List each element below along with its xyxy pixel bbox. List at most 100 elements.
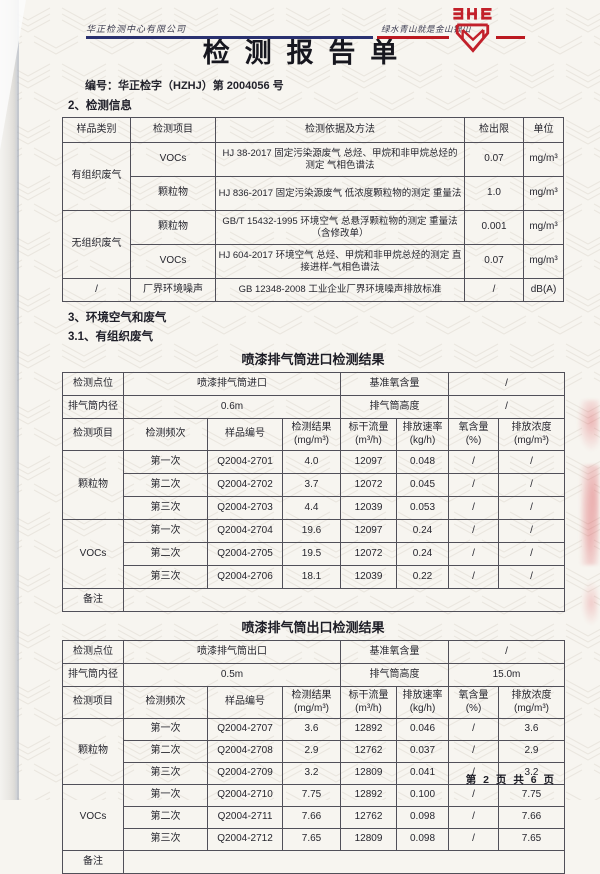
result-cell: 3.7 — [282, 473, 341, 497]
outlet-results-table: 检测点位 喷漆排气筒出口 基准氧含量 / 排气筒内径 0.5m 排气筒高度 15.0m 检测项目… — [62, 640, 565, 874]
header-rule-navy — [86, 36, 373, 39]
column-header: 标干流量 (m³/h) — [340, 686, 397, 719]
note-value — [123, 588, 565, 612]
scan-paper-edge — [0, 0, 17, 800]
result-cell: Q2004-2708 — [207, 740, 283, 763]
result-cell: 第一次 — [123, 450, 208, 474]
result-cell: / — [448, 740, 499, 763]
result-cell: Q2004-2711 — [207, 806, 283, 829]
result-cell: 第一次 — [123, 519, 208, 543]
result-cell: Q2004-2707 — [207, 718, 283, 741]
result-cell: 3.6 — [282, 718, 341, 741]
result-cell: / — [498, 542, 565, 566]
result-cell: 0.098 — [396, 806, 449, 829]
meta-label: 排气筒高度 — [340, 395, 449, 419]
result-cell: / — [448, 542, 499, 566]
column-header: 样品类别 — [62, 117, 131, 143]
result-cell: 0.037 — [396, 740, 449, 763]
result-cell: 4.4 — [282, 496, 341, 520]
meta-label: 检测点位 — [62, 640, 124, 664]
result-cell: / — [448, 450, 499, 474]
result-cell: Q2004-2703 — [207, 496, 283, 520]
column-header: 排放速率 (kg/h) — [396, 418, 449, 451]
result-cell: 第三次 — [123, 565, 208, 589]
meta-value: 喷漆排气筒出口 — [123, 640, 341, 664]
column-header: 氧含量 (%) — [448, 418, 499, 451]
column-header: 排放浓度 (mg/m³) — [498, 418, 565, 451]
result-cell: 12097 — [340, 519, 397, 543]
result-cell: 12072 — [340, 542, 397, 566]
report-page: 华正检测中心有限公司 绿水青山就是金山银山 检测报告单 编号：华正检字（HZHJ… — [62, 8, 565, 874]
result-cell: 7.75 — [498, 784, 565, 807]
result-cell: 0.045 — [396, 473, 449, 497]
result-cell: Q2004-2704 — [207, 519, 283, 543]
parameter-name: VOCs — [62, 519, 124, 589]
result-cell: 0.041 — [396, 762, 449, 785]
result-cell: 2.9 — [282, 740, 341, 763]
stamp-bleed-mark — [581, 580, 598, 626]
column-header: 检测依据及方法 — [215, 117, 465, 143]
page-number: 第 2 页 共 6 页 — [465, 774, 556, 786]
method-reference: HJ 38-2017 固定污染源废气 总烃、甲烷和非甲烷总烃的测定 气相色谱法 — [215, 142, 465, 177]
meta-label: 检测点位 — [62, 372, 124, 396]
result-cell: 0.100 — [396, 784, 449, 807]
meta-value: / — [448, 395, 565, 419]
result-cell: 0.053 — [396, 496, 449, 520]
result-cell: 3.2 — [282, 762, 341, 785]
parameter-name: 颗粒物 — [62, 718, 124, 785]
column-header: 排放浓度 (mg/m³) — [498, 686, 565, 719]
column-header: 检测项目 — [62, 686, 124, 719]
column-header: 样品编号 — [207, 686, 283, 719]
result-cell: / — [498, 450, 565, 474]
result-cell: / — [498, 473, 565, 497]
result-cell: / — [498, 565, 565, 589]
result-cell: 12809 — [340, 828, 397, 851]
result-cell: 第二次 — [123, 473, 208, 497]
section-heading-organized: 3.1、有组织废气 — [68, 331, 153, 343]
column-header: 检出限 — [464, 117, 524, 143]
result-cell: Q2004-2701 — [207, 450, 283, 474]
column-header: 检测项目 — [62, 418, 124, 451]
unit: dB(A) — [523, 278, 564, 302]
result-cell: / — [498, 519, 565, 543]
result-cell: 12039 — [340, 496, 397, 520]
result-cell: 第三次 — [123, 828, 208, 851]
result-cell: 12039 — [340, 565, 397, 589]
result-cell: Q2004-2709 — [207, 762, 283, 785]
column-header: 样品编号 — [207, 418, 283, 451]
column-header: 单位 — [523, 117, 564, 143]
note-label: 备注 — [62, 588, 124, 612]
column-header: 氧含量 (%) — [448, 686, 499, 719]
result-cell: 第三次 — [123, 762, 208, 785]
inlet-table-title: 喷漆排气筒进口检测结果 — [241, 352, 385, 367]
parameter-name: VOCs — [130, 142, 216, 177]
result-cell: 0.098 — [396, 828, 449, 851]
result-cell: 3.6 — [498, 718, 565, 741]
detection-limit: 0.07 — [464, 244, 524, 279]
result-cell: 2.9 — [498, 740, 565, 763]
meta-value: 15.0m — [448, 663, 565, 687]
unit: mg/m³ — [523, 176, 564, 211]
result-cell: 12097 — [340, 450, 397, 474]
sample-category: 有组织废气 — [62, 142, 131, 211]
header-rule-red-right — [496, 36, 525, 39]
unit: mg/m³ — [523, 142, 564, 177]
result-cell: 19.6 — [282, 519, 341, 543]
result-cell: 0.24 — [396, 542, 449, 566]
meta-value: / — [448, 640, 565, 664]
method-reference: GB 12348-2008 工业企业厂界环境噪声排放标准 — [215, 278, 465, 302]
result-cell: 12762 — [340, 806, 397, 829]
result-cell: 7.65 — [282, 828, 341, 851]
result-cell: 12809 — [340, 762, 397, 785]
column-header: 检测结果 (mg/m³) — [282, 418, 341, 451]
result-cell: Q2004-2710 — [207, 784, 283, 807]
sample-category: 无组织废气 — [62, 210, 131, 279]
company-logo-icon — [453, 8, 492, 53]
report-number: 编号：华正检字（HZHJ）第 2004056 号 — [85, 80, 284, 92]
result-cell: 7.66 — [282, 806, 341, 829]
meta-label: 排气筒内径 — [62, 395, 124, 419]
meta-value: 喷漆排气筒进口 — [123, 372, 341, 396]
result-cell: 第一次 — [123, 718, 208, 741]
detection-limit: 0.07 — [464, 142, 524, 177]
unit: mg/m³ — [523, 210, 564, 245]
